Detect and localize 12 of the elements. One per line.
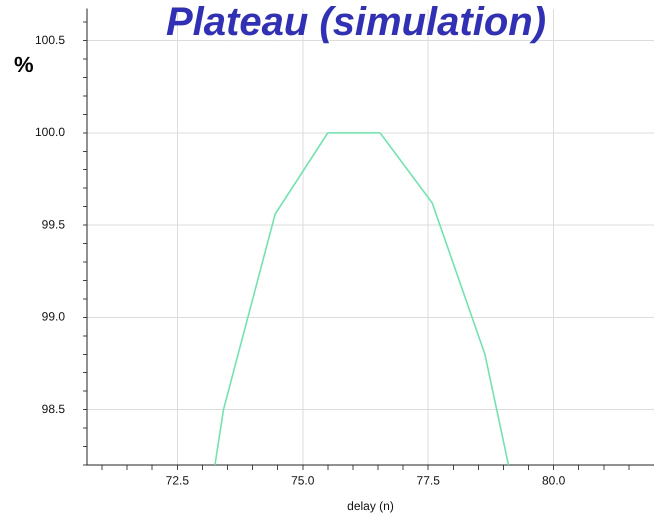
y-axis-title: % (14, 52, 34, 78)
y-tick-label: 100.5 (34, 32, 66, 47)
y-tick-label: 99.0 (42, 310, 66, 324)
y-tick-label: 98.5 (42, 402, 66, 416)
y-tick-label: 100.0 (34, 125, 66, 140)
x-tick-label: 77.5 (416, 474, 440, 488)
chart-title: Plateau (simulation) (166, 0, 546, 44)
x-tick-label: 80.0 (542, 474, 566, 488)
x-tick-label: 75.0 (291, 474, 315, 488)
x-tick-label: 72.5 (166, 474, 190, 488)
x-axis-title: delay (n) (347, 499, 394, 514)
y-tick-label: 99.5 (42, 217, 66, 232)
